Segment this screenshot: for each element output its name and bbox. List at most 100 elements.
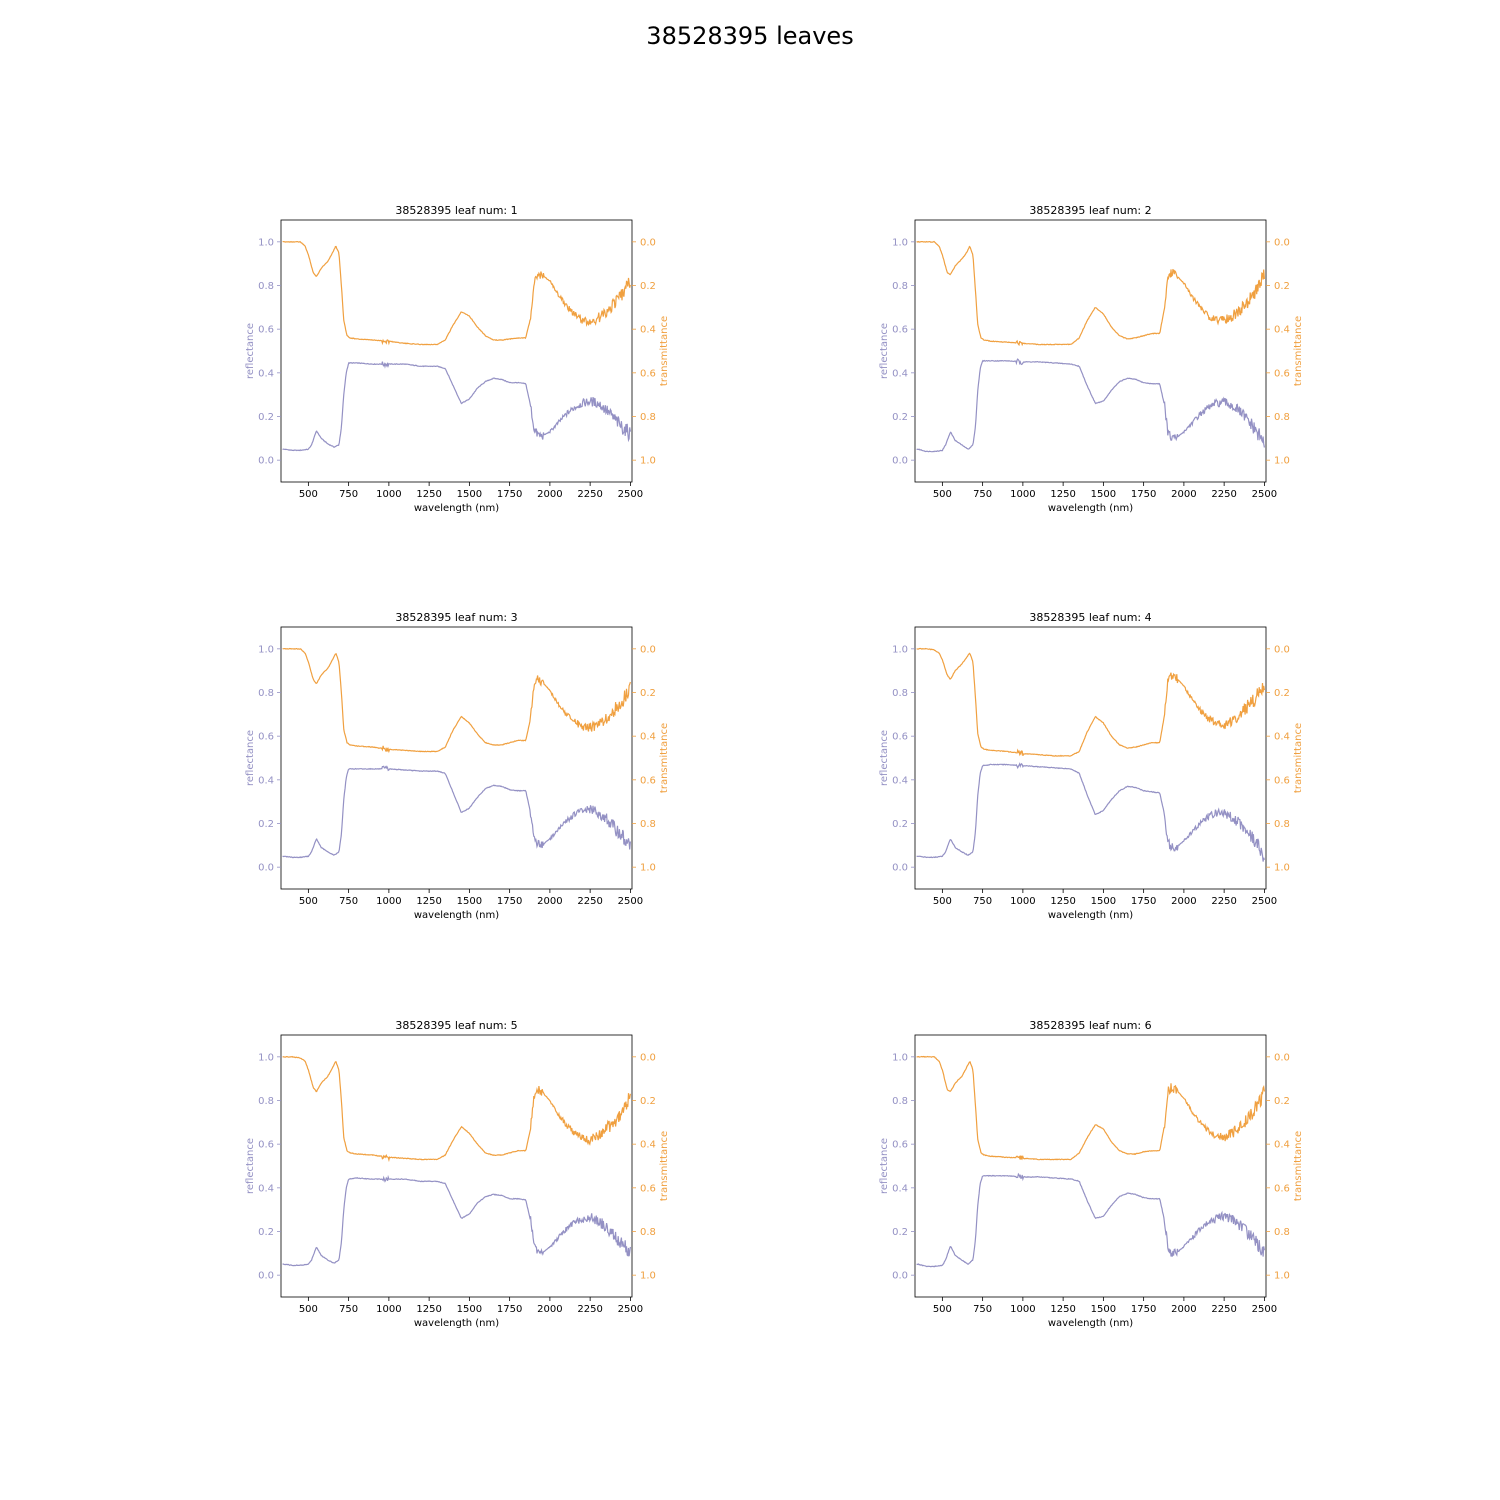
- y-left-tick-label: 0.0: [258, 1271, 274, 1282]
- y-right-tick-label: 0.8: [640, 412, 656, 423]
- y-left-tick-label: 1.0: [258, 1052, 274, 1063]
- y-left-tick-label: 0.4: [258, 368, 274, 379]
- y-left-axis-label: reflectance: [879, 730, 890, 786]
- x-tick-label: 2250: [1211, 896, 1236, 907]
- y-left-tick-label: 0.6: [892, 1140, 908, 1151]
- transmittance-line: [282, 240, 631, 346]
- y-right-tick-label: 1.0: [1274, 456, 1290, 467]
- x-tick-label: 1500: [457, 489, 482, 500]
- y-left-axis-label: reflectance: [245, 1138, 256, 1194]
- x-tick-label: 2500: [618, 1304, 643, 1315]
- x-tick-label: 2000: [537, 896, 562, 907]
- y-right-tick-label: 0.4: [640, 325, 656, 336]
- x-tick-label: 2250: [577, 1304, 602, 1315]
- reflectance-line: [282, 361, 631, 452]
- y-right-tick-label: 1.0: [1274, 1271, 1290, 1282]
- x-tick-label: 2500: [618, 896, 643, 907]
- y-left-tick-label: 0.2: [892, 819, 908, 830]
- x-tick-label: 2000: [1171, 489, 1196, 500]
- x-tick-label: 2500: [618, 489, 643, 500]
- x-tick-label: 1000: [376, 1304, 401, 1315]
- subplot-6: 38528395 leaf num: 6 500 750 1000 1250 1500 17…: [879, 1019, 1304, 1329]
- y-right-axis-label: transmittance: [659, 1131, 670, 1201]
- y-right-tick-label: 0.6: [640, 775, 656, 786]
- x-axis-label: wavelength (nm): [414, 1318, 499, 1329]
- y-right-axis-label: transmittance: [1293, 316, 1304, 386]
- plot-frame: [280, 1034, 633, 1298]
- x-tick-label: 750: [339, 489, 358, 500]
- x-tick-label: 750: [339, 896, 358, 907]
- y-right-tick-label: 0.2: [1274, 281, 1290, 292]
- x-tick-label: 500: [299, 1304, 318, 1315]
- plot-frame: [280, 626, 633, 890]
- y-left-tick-label: 0.2: [892, 1227, 908, 1238]
- x-tick-label: 1500: [1091, 896, 1116, 907]
- y-right-tick-label: 0.2: [640, 688, 656, 699]
- x-tick-label: 1250: [416, 896, 441, 907]
- y-right-tick-label: 0.0: [640, 644, 656, 655]
- x-tick-label: 1500: [1091, 1304, 1116, 1315]
- x-tick-label: 750: [973, 896, 992, 907]
- subplot-title: 38528395 leaf num: 3: [395, 611, 517, 624]
- y-left-tick-label: 0.8: [258, 281, 274, 292]
- x-tick-label: 1750: [497, 896, 522, 907]
- y-right-tick-label: 1.0: [640, 456, 656, 467]
- y-right-axis-label: transmittance: [1293, 1131, 1304, 1201]
- y-right-tick-label: 0.4: [1274, 1140, 1290, 1151]
- y-right-tick-label: 0.6: [1274, 775, 1290, 786]
- subplot-5: 38528395 leaf num: 5 500 750 1000 1250 1500 17…: [245, 1019, 670, 1329]
- x-tick-label: 750: [973, 489, 992, 500]
- y-left-tick-label: 1.0: [258, 644, 274, 655]
- y-right-tick-label: 0.4: [640, 1140, 656, 1151]
- x-tick-label: 1250: [1050, 1304, 1075, 1315]
- y-right-tick-label: 0.8: [1274, 1227, 1290, 1238]
- y-right-axis-label: transmittance: [1293, 723, 1304, 793]
- y-left-tick-label: 0.0: [258, 456, 274, 467]
- y-left-tick-label: 0.4: [258, 1183, 274, 1194]
- y-right-tick-label: 0.6: [1274, 1183, 1290, 1194]
- x-tick-label: 500: [933, 1304, 952, 1315]
- reflectance-line: [916, 762, 1265, 862]
- x-axis-label: wavelength (nm): [1048, 910, 1133, 921]
- x-tick-label: 1750: [1131, 489, 1156, 500]
- y-right-tick-label: 0.8: [1274, 819, 1290, 830]
- y-left-tick-label: 1.0: [892, 1052, 908, 1063]
- y-right-tick-label: 0.0: [1274, 237, 1290, 248]
- x-tick-label: 500: [933, 489, 952, 500]
- y-left-tick-label: 1.0: [892, 237, 908, 248]
- y-left-tick-label: 0.6: [892, 732, 908, 743]
- y-left-tick-label: 0.2: [892, 412, 908, 423]
- x-axis-label: wavelength (nm): [414, 910, 499, 921]
- y-right-tick-label: 0.6: [640, 368, 656, 379]
- y-left-tick-label: 1.0: [892, 644, 908, 655]
- x-tick-label: 2250: [1211, 1304, 1236, 1315]
- y-right-tick-label: 0.4: [1274, 732, 1290, 743]
- reflectance-line: [916, 1172, 1265, 1268]
- y-left-tick-label: 0.0: [892, 863, 908, 874]
- y-left-tick-label: 0.8: [258, 1096, 274, 1107]
- y-left-axis-label: reflectance: [245, 323, 256, 379]
- y-left-tick-label: 0.8: [258, 688, 274, 699]
- x-tick-label: 2500: [1252, 896, 1277, 907]
- y-right-tick-label: 1.0: [1274, 863, 1290, 874]
- x-tick-label: 1750: [497, 1304, 522, 1315]
- x-tick-label: 2250: [1211, 489, 1236, 500]
- x-tick-label: 1250: [1050, 489, 1075, 500]
- y-left-tick-label: 0.0: [892, 1271, 908, 1282]
- transmittance-line: [916, 1055, 1265, 1161]
- plot-frame: [914, 219, 1267, 483]
- x-tick-label: 500: [933, 896, 952, 907]
- x-tick-label: 2000: [537, 489, 562, 500]
- y-right-tick-label: 0.8: [640, 819, 656, 830]
- reflectance-line: [916, 358, 1265, 453]
- subplot-title: 38528395 leaf num: 2: [1029, 204, 1151, 217]
- x-tick-label: 500: [299, 896, 318, 907]
- y-left-tick-label: 0.6: [258, 1140, 274, 1151]
- subplot-title: 38528395 leaf num: 5: [395, 1019, 517, 1032]
- subplot-title: 38528395 leaf num: 6: [1029, 1019, 1151, 1032]
- y-left-tick-label: 0.8: [892, 281, 908, 292]
- x-tick-label: 1250: [416, 1304, 441, 1315]
- y-left-tick-label: 0.4: [892, 368, 908, 379]
- x-tick-label: 2000: [1171, 896, 1196, 907]
